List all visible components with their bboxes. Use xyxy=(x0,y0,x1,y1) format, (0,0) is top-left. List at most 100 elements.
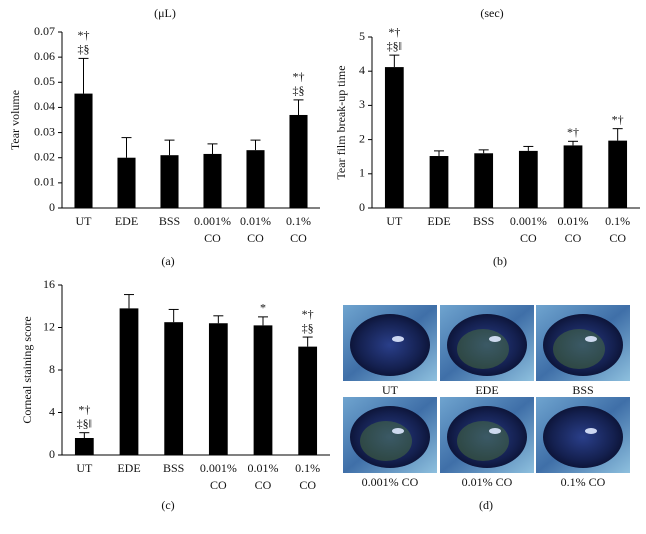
error-bar xyxy=(568,140,578,146)
significance-mark: * xyxy=(260,301,266,315)
label-line: CO xyxy=(247,231,264,245)
eye xyxy=(447,406,527,468)
y-tick-label: 16 xyxy=(43,277,55,291)
bar xyxy=(563,145,583,208)
panel-label: (c) xyxy=(161,498,174,512)
label-line: 0.01% xyxy=(248,461,279,475)
y-tick-label: 8 xyxy=(49,362,55,376)
significance-mark: ‡§‖ xyxy=(77,416,92,430)
x-tick-label: UT xyxy=(386,214,403,228)
panel-label: (b) xyxy=(493,254,507,268)
label-line: CO xyxy=(290,231,307,245)
stain xyxy=(360,421,412,461)
x-tick-label: 0.01% CO xyxy=(240,214,271,245)
error-bar xyxy=(250,139,261,151)
unit-label: (μL) xyxy=(154,6,176,20)
photo-label: BSS xyxy=(572,383,593,397)
panel-label: (a) xyxy=(161,254,174,268)
photo-label: UT xyxy=(382,383,399,397)
y-axis-title: Tear film break-up time xyxy=(334,65,348,179)
y-axis-title: Corneal staining score xyxy=(20,316,34,423)
error-bar xyxy=(207,143,218,154)
error-bar xyxy=(258,316,268,326)
significance-mark: ‡§ xyxy=(302,321,314,335)
error-bar xyxy=(612,128,623,141)
x-tick-label: BSS xyxy=(473,214,494,228)
label-line: 0.001% xyxy=(510,214,547,228)
bar xyxy=(119,308,139,455)
y-tick-label: 0.05 xyxy=(34,74,55,88)
label-line: CO xyxy=(520,231,537,245)
error-bar xyxy=(293,99,304,115)
y-tick-label: 0 xyxy=(49,200,55,214)
x-tick-label: 0.1% CO xyxy=(295,461,320,492)
x-tick-label: EDE xyxy=(427,214,450,228)
stain xyxy=(457,329,509,369)
y-tick-label: 4 xyxy=(49,404,55,418)
eye xyxy=(350,406,430,468)
photo-label: 0.01% CO xyxy=(462,475,513,489)
x-tick-label: BSS xyxy=(163,461,184,475)
y-tick-label: 0.07 xyxy=(34,24,55,38)
y-axis-title: Tear volume xyxy=(8,90,22,150)
reflection xyxy=(392,428,404,434)
bar xyxy=(429,156,449,208)
photo-label: EDE xyxy=(475,383,498,397)
y-tick-label: 0 xyxy=(359,200,365,214)
bar xyxy=(160,155,179,208)
error-bar xyxy=(79,432,90,438)
error-bar xyxy=(121,137,132,158)
eye-photo xyxy=(536,305,630,381)
y-tick-label: 0.03 xyxy=(34,124,55,138)
y-tick-label: 5 xyxy=(359,29,365,43)
label-line: CO xyxy=(210,478,227,492)
error-bar xyxy=(213,315,224,324)
error-bar xyxy=(434,150,444,157)
y-tick-label: 0.02 xyxy=(34,149,55,163)
reflection xyxy=(489,336,501,342)
label-line: CO xyxy=(255,478,272,492)
label-line: CO xyxy=(565,231,582,245)
x-tick-label: 0.001% CO xyxy=(194,214,231,245)
label-line: 0.001% xyxy=(200,461,237,475)
stain xyxy=(457,421,509,461)
error-bar xyxy=(124,294,134,309)
y-tick-label: 12 xyxy=(43,319,55,333)
eye xyxy=(543,314,623,376)
eye-photo xyxy=(440,305,534,381)
x-tick-label: UT xyxy=(76,214,93,228)
y-tick-label: 0.04 xyxy=(34,99,55,113)
label-line: CO xyxy=(299,478,316,492)
x-tick-label: BSS xyxy=(159,214,180,228)
x-tick-label: 0.01% CO xyxy=(558,214,589,245)
panel-label: (d) xyxy=(479,498,493,512)
reflection xyxy=(489,428,501,434)
label-line: 0.1% xyxy=(286,214,311,228)
stain xyxy=(553,329,605,369)
bar xyxy=(164,322,184,455)
y-tick-label: 2 xyxy=(359,131,365,145)
label-line: 0.1% xyxy=(605,214,630,228)
bar xyxy=(289,114,308,208)
y-tick-label: 0.06 xyxy=(34,49,55,63)
bar xyxy=(298,346,318,455)
eye-photo xyxy=(536,397,630,473)
error-bar xyxy=(78,57,89,94)
bar xyxy=(474,153,494,208)
label-line: 0.001% xyxy=(194,214,231,228)
bar xyxy=(608,140,628,208)
significance-mark: *† xyxy=(567,125,579,139)
eye-photo xyxy=(343,397,437,473)
eye-photo xyxy=(440,397,534,473)
y-tick-label: 0.01 xyxy=(34,175,55,189)
significance-mark: *† xyxy=(612,112,624,126)
reflection xyxy=(585,428,597,434)
label-line: CO xyxy=(609,231,626,245)
eye-photo xyxy=(343,305,437,381)
error-bar xyxy=(389,54,400,68)
bar xyxy=(384,67,404,208)
significance-mark: *† xyxy=(293,70,305,84)
x-tick-label: 0.001% CO xyxy=(200,461,237,492)
y-tick-label: 0 xyxy=(49,447,55,461)
